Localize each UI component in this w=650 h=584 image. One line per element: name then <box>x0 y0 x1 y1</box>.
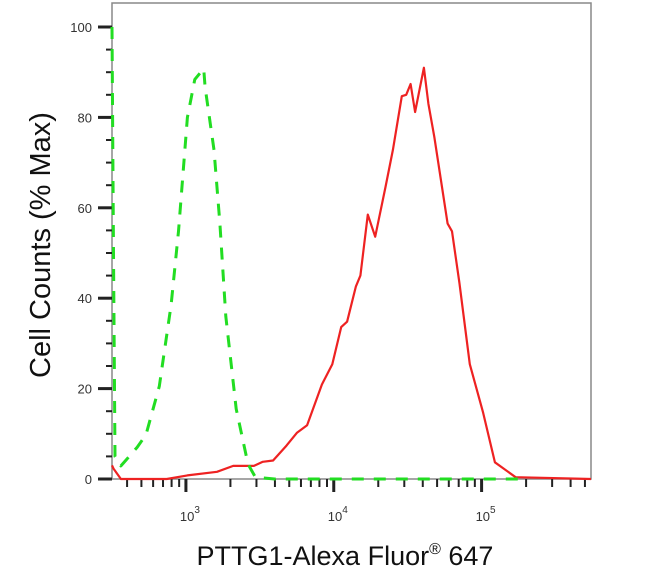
x-tick-label-exponent: 4 <box>342 505 348 516</box>
y-tick-label: 20 <box>78 382 92 397</box>
x-axis-title-reg: ® <box>429 541 441 558</box>
control-histogram-line <box>110 26 520 481</box>
x-tick-label: 105 <box>476 505 496 524</box>
plot-frame <box>111 2 592 480</box>
x-axis-title-main: PTTG1-Alexa Fluor <box>197 541 430 571</box>
x-tick-label: 103 <box>180 505 200 524</box>
x-tick-label-base: 10 <box>180 509 194 524</box>
y-tick-label: 0 <box>85 472 92 487</box>
pttg1-histogram-line <box>111 66 592 481</box>
x-axis: 103 104 105 <box>126 479 586 524</box>
x-tick-label-exponent: 5 <box>490 505 496 516</box>
x-tick-label: 104 <box>328 505 348 524</box>
x-tick-label-exponent: 3 <box>194 505 200 516</box>
y-axis: 0 20 40 60 80 100 <box>70 20 112 487</box>
y-tick-label: 40 <box>78 291 92 306</box>
x-axis-title-tail: 647 <box>441 541 494 571</box>
x-axis-title: PTTG1-Alexa Fluor® 647 <box>197 541 494 571</box>
x-tick-label-base: 10 <box>328 509 342 524</box>
x-tick-label-base: 10 <box>476 509 490 524</box>
y-axis-title: Cell Counts (% Max) <box>25 112 57 378</box>
y-tick-label: 100 <box>70 20 92 35</box>
y-tick-label: 80 <box>78 110 92 125</box>
series-group <box>110 26 592 481</box>
y-tick-label: 60 <box>78 201 92 216</box>
